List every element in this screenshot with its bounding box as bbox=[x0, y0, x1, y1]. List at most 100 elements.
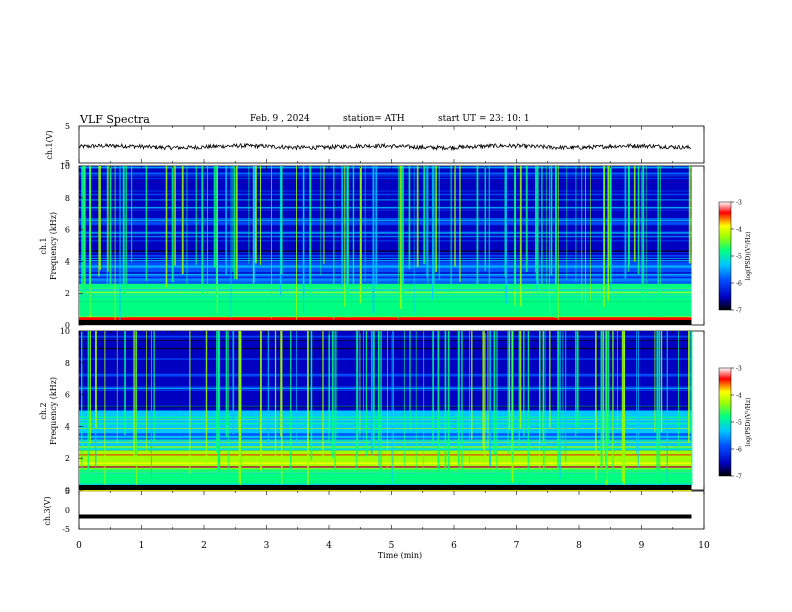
ch2-spec-line bbox=[79, 428, 692, 429]
ch2-spec-sferic bbox=[370, 331, 373, 456]
ch1-spec-sferic bbox=[438, 166, 440, 281]
start-time-label: start UT = 23: 10: 1 bbox=[438, 114, 530, 124]
ch1-spec-line bbox=[79, 223, 692, 226]
ch1-spec-sferic bbox=[575, 166, 577, 283]
ch2-spec-sferic bbox=[296, 331, 297, 444]
ch1-spec-sferic bbox=[352, 166, 355, 286]
ch1-spec-sferic bbox=[688, 166, 691, 264]
ch2-spec-sferic bbox=[280, 331, 282, 437]
ch2-spec-line bbox=[79, 358, 692, 360]
ch2-spec-line bbox=[79, 370, 692, 372]
ch1-spec-line bbox=[79, 175, 692, 177]
ch2-spec-sferic bbox=[328, 331, 330, 442]
ch2-spec-line bbox=[79, 454, 692, 456]
ch1-spec-sferic bbox=[645, 166, 647, 298]
ch1-label: ch.1 bbox=[39, 237, 48, 254]
ch1-spec-line bbox=[79, 230, 692, 232]
ch1-spec-sferic bbox=[408, 166, 411, 270]
ch1-spec-sferic bbox=[259, 166, 262, 265]
ch2-spec-sferic bbox=[489, 331, 492, 467]
ch1-spec-sferic bbox=[195, 166, 197, 265]
ch2-spec-sferic bbox=[290, 331, 292, 486]
ch1-spec-line bbox=[79, 259, 692, 262]
ch2-spec-line bbox=[79, 377, 692, 380]
ch1-spec-sferic bbox=[248, 166, 250, 264]
ch2-spec-sferic bbox=[267, 331, 269, 445]
ch2-spec-sferic bbox=[518, 331, 520, 452]
ch1-spec-sferic bbox=[124, 166, 126, 295]
ch1-spec-sferic bbox=[484, 166, 486, 271]
ch2-spec-line bbox=[79, 483, 692, 486]
ch2-spec-sferic bbox=[365, 331, 368, 457]
ch2-spec-line bbox=[79, 443, 692, 446]
ch1-spec-sferic bbox=[271, 166, 273, 320]
ch2-spec-sferic bbox=[153, 331, 155, 444]
ch1-spec-sferic bbox=[657, 166, 659, 314]
ch2-spec-line bbox=[79, 434, 692, 436]
ch1-spec-line bbox=[79, 228, 692, 230]
ch1-spec-line bbox=[79, 251, 692, 253]
ch1-spec-sferic bbox=[254, 166, 257, 264]
ch2-spec-sferic bbox=[487, 331, 489, 449]
ch2-spec-sferic bbox=[81, 331, 83, 476]
ch2-spec-sferic bbox=[666, 331, 668, 490]
ch2-spec-sferic bbox=[637, 331, 639, 468]
ch1-spec-sferic bbox=[213, 166, 216, 268]
ch2-spec-line bbox=[79, 467, 692, 470]
ch1-spec-line bbox=[79, 219, 692, 222]
ch1-spectrogram-plot bbox=[79, 166, 692, 326]
ch1-colorbar bbox=[718, 201, 732, 311]
ch1-spec-sferic bbox=[426, 166, 428, 278]
colorbar-tick-label: -4 bbox=[736, 227, 742, 234]
freq-tick-label: 10 bbox=[60, 327, 70, 336]
ch1-spec-sferic bbox=[216, 166, 218, 314]
ch1-spec-line bbox=[79, 172, 692, 175]
ch2-spec-line bbox=[79, 360, 692, 362]
ch2-spec-sferic bbox=[423, 331, 425, 479]
ch2-spec-line bbox=[79, 404, 692, 406]
ch2-spec-sferic bbox=[225, 331, 228, 438]
ch2-spec-sferic bbox=[658, 331, 661, 478]
ch1-spec-sferic bbox=[171, 166, 174, 283]
ch2-spec-line bbox=[79, 466, 692, 468]
ch1-spec-sferic bbox=[280, 166, 283, 275]
ch1-spec-line bbox=[79, 222, 692, 224]
ch2-spec-line bbox=[79, 352, 692, 354]
ch1-spec-sferic bbox=[397, 166, 399, 320]
ch1-spec-line bbox=[79, 178, 692, 179]
ch1-spec-line bbox=[79, 250, 692, 252]
ch1-spec-line bbox=[79, 254, 692, 257]
ch1-waveform-plot bbox=[78, 142, 692, 152]
ch2-spec-sferic bbox=[95, 331, 97, 428]
ch1-spec-line bbox=[79, 280, 692, 282]
ch1-spec-sferic bbox=[309, 166, 312, 298]
ch1-spec-line bbox=[79, 274, 692, 276]
ch2-spec-line bbox=[79, 389, 692, 391]
ch1-spec-line bbox=[79, 193, 692, 196]
x-tick-label: 1 bbox=[139, 541, 145, 551]
ch2-spec-line bbox=[79, 383, 692, 386]
chart-title: VLF Spectra bbox=[80, 113, 150, 126]
ch1-spec-line bbox=[79, 235, 692, 237]
ch2-spec-sferic bbox=[216, 331, 218, 453]
ch1-spec-sferic bbox=[344, 166, 346, 307]
ch1-frequency-axis-label: Frequency (kHz) bbox=[49, 212, 58, 280]
ch1-spec-sferic bbox=[555, 166, 557, 319]
ch1-spec-sferic bbox=[566, 166, 568, 280]
ch2-spec-sferic bbox=[387, 331, 388, 469]
ch2-spec-sferic bbox=[189, 331, 191, 474]
ch1-spec-band-1 bbox=[79, 301, 692, 318]
ch1-spec-sferic bbox=[610, 166, 612, 282]
ch1-spec-sferic bbox=[607, 166, 610, 302]
ch2-spec-sferic bbox=[334, 331, 336, 489]
ch2-spec-sferic bbox=[471, 331, 473, 440]
ch2-spec-sferic bbox=[447, 331, 450, 484]
ch1-spec-sferic bbox=[504, 166, 506, 278]
ch2-spec-sferic bbox=[508, 331, 511, 430]
ch2-spec-line bbox=[79, 440, 692, 442]
ch1-spec-sferic bbox=[82, 166, 85, 277]
x-tick-label: 10 bbox=[698, 541, 710, 551]
ch2-spec-sferic bbox=[372, 331, 375, 449]
freq-tick-label: 6 bbox=[65, 226, 70, 235]
ch2-spec-sferic bbox=[544, 331, 546, 469]
